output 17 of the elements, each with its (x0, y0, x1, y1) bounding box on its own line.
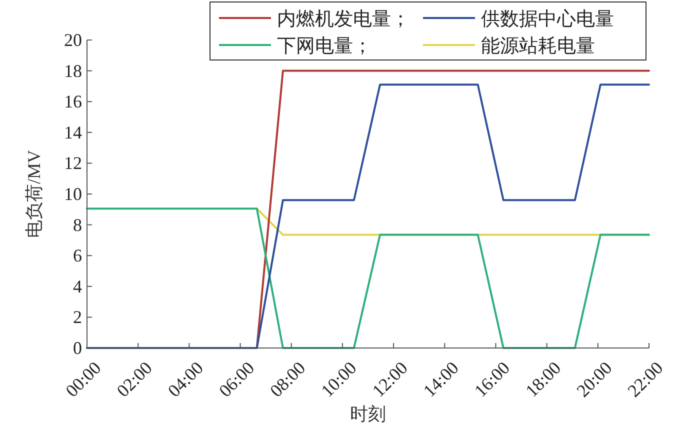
legend-label: 内燃机发电量； (277, 9, 410, 30)
legend-label: 能源站耗电量 (481, 36, 595, 57)
y-tick-label: 8 (73, 214, 82, 235)
y-tick-label: 14 (64, 122, 82, 142)
y-tick-label: 10 (64, 184, 82, 204)
y-tick-label: 16 (64, 92, 82, 112)
y-tick-label: 2 (73, 307, 82, 328)
y-tick-label: 4 (73, 276, 82, 296)
y-tick-label: 6 (73, 246, 82, 266)
x-axis-title: 时刻 (350, 404, 386, 424)
legend-label: 下网电量； (277, 36, 372, 57)
y-tick-label: 0 (73, 338, 82, 358)
legend-label: 供数据中心电量 (481, 8, 614, 30)
y-axis-title: 电负荷/MV (24, 150, 44, 238)
y-tick-label: 12 (64, 153, 82, 174)
y-tick-label: 18 (64, 60, 82, 81)
y-tick-label: 20 (64, 30, 82, 50)
